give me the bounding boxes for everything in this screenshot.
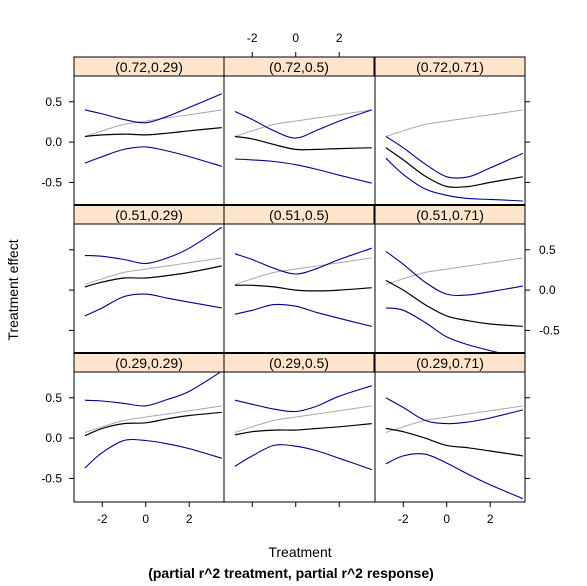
series-line-upper (84, 372, 222, 407)
panel-plot (84, 226, 223, 317)
series-line-upper (234, 385, 372, 413)
series-line-upper (84, 226, 223, 265)
chart-subtitle: (partial r^2 treatment, partial r^2 resp… (148, 565, 434, 581)
series-line-upper (385, 136, 524, 179)
series-line-reference (234, 109, 372, 137)
x-tick-label: 2 (336, 31, 343, 45)
panel-strip-label: (0.51,0.71) (416, 207, 484, 223)
series-line-lower (84, 293, 222, 317)
panel-strip-label: (0.72,0.71) (416, 59, 484, 75)
series-line-reference (234, 257, 372, 285)
series-line-reference (84, 109, 222, 137)
panel-strip-label: (0.51,0.5) (269, 207, 329, 223)
panel-strip-label: (0.72,0.5) (269, 59, 329, 75)
y-tick-label: 0.0 (45, 135, 62, 149)
y-tick-label: -0.5 (539, 323, 560, 337)
panel-plot (385, 250, 523, 353)
series-line-reference (234, 405, 372, 433)
panel-strip-label: (0.29,0.29) (115, 355, 183, 371)
series-line-estimate (385, 147, 523, 189)
x-tick-label: -2 (97, 512, 108, 526)
x-axis-label: Treatment (268, 544, 331, 560)
series-line-upper (84, 93, 223, 124)
x-tick-label: -2 (247, 31, 258, 45)
series-line-reference (84, 405, 222, 433)
y-tick-label: -0.5 (41, 471, 62, 485)
series-line-upper (385, 250, 523, 297)
panel-plot (84, 372, 222, 469)
panel-plot (385, 397, 524, 500)
y-tick-label: 0.0 (45, 431, 62, 445)
y-tick-label: 0.0 (539, 283, 556, 297)
series-line-lower (234, 444, 372, 471)
series-line-estimate (234, 284, 372, 292)
panel-plot (234, 247, 372, 327)
panel-plot (84, 93, 223, 167)
series-line-estimate (234, 135, 372, 151)
series-line-estimate (84, 127, 222, 138)
panel-strip-label: (0.29,0.71) (416, 355, 484, 371)
series-line-lower (385, 307, 503, 353)
x-tick-label: 0 (443, 512, 450, 526)
y-tick-label: 0.5 (539, 243, 556, 257)
x-tick-label: 0 (142, 512, 149, 526)
series-line-estimate (84, 265, 222, 288)
x-tick-label: -2 (398, 512, 409, 526)
y-tick-label: -0.5 (41, 175, 62, 189)
series-line-lower (84, 438, 222, 469)
grid-frame (73, 56, 526, 503)
series-line-lower (84, 146, 222, 167)
series-line-lower (234, 303, 372, 327)
series-line-lower (234, 158, 372, 184)
series-line-reference (385, 405, 523, 433)
y-axis-label: Treatment effect (5, 239, 21, 340)
series-line-upper (385, 397, 523, 425)
series-line-estimate (84, 411, 222, 437)
x-tick-label: 2 (186, 512, 193, 526)
panel-strip-label: (0.51,0.29) (115, 207, 183, 223)
series-line-reference (385, 109, 523, 137)
series-line-lower (385, 453, 524, 500)
panel-plot (234, 385, 372, 471)
panel-strip-label: (0.29,0.5) (269, 355, 329, 371)
x-tick-label: 0 (292, 31, 299, 45)
y-tick-label: 0.5 (45, 391, 62, 405)
panel-strip-label: (0.72,0.29) (115, 59, 183, 75)
panel-plot (234, 109, 372, 184)
series-line-estimate (385, 427, 523, 457)
series-line-lower (385, 157, 523, 202)
series-line-estimate (234, 423, 372, 436)
panel-grid: (0.72,0.29) (0.72,0.5) (0.72,0.71) (0.51,0.… (41, 31, 560, 526)
panel-plot (385, 109, 524, 202)
series-line-estimate (385, 279, 523, 327)
y-tick-label: 0.5 (45, 95, 62, 109)
x-tick-label: 2 (487, 512, 494, 526)
series-line-upper (234, 247, 372, 275)
series-line-upper (234, 109, 372, 139)
series-line-reference (385, 257, 523, 285)
series-line-reference (84, 257, 222, 285)
